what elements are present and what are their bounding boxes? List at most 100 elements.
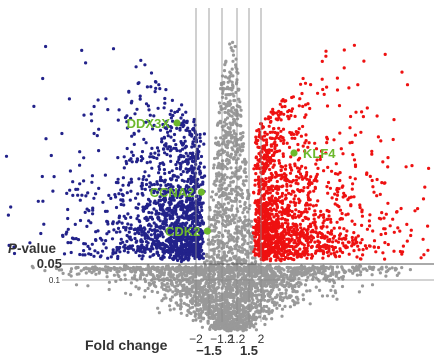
ns-point (267, 290, 271, 294)
down-point (153, 151, 157, 155)
ns-point (211, 326, 216, 330)
ns-point (212, 229, 216, 233)
ns-point (280, 283, 284, 287)
down-point (163, 151, 167, 155)
down-point (165, 248, 169, 252)
down-point (169, 135, 173, 139)
ns-point (250, 296, 254, 300)
ns-point (283, 304, 287, 308)
ns-point (225, 259, 229, 263)
ns-point (218, 119, 222, 123)
up-point (344, 234, 348, 238)
ns-point (214, 235, 218, 239)
down-point (181, 252, 185, 256)
ns-point (212, 280, 216, 284)
ns-point (95, 266, 99, 270)
ns-point (284, 291, 288, 295)
down-point (144, 178, 149, 182)
down-point (196, 185, 200, 189)
down-point (71, 193, 75, 197)
ns-point (240, 142, 244, 146)
down-point (42, 222, 46, 226)
up-point (287, 145, 292, 149)
ns-point (143, 289, 147, 293)
down-point (155, 156, 159, 160)
ns-point (232, 98, 236, 103)
ns-point (242, 324, 246, 328)
ns-point (269, 276, 274, 280)
ns-point (228, 295, 232, 299)
down-point (179, 154, 183, 158)
down-point (94, 230, 98, 234)
up-point (338, 131, 342, 135)
up-point (361, 115, 365, 119)
down-point (199, 215, 204, 219)
ns-point (243, 284, 247, 288)
ns-point (277, 267, 282, 271)
not-significant-points (30, 40, 412, 333)
down-point (117, 214, 122, 218)
ns-point (226, 151, 230, 155)
down-point (179, 172, 183, 177)
down-point (167, 213, 171, 217)
ns-point (325, 294, 329, 298)
down-point (142, 226, 146, 230)
ns-point (236, 324, 240, 328)
down-point (109, 255, 113, 259)
down-point (134, 227, 138, 231)
up-point (342, 227, 346, 231)
ns-point (284, 288, 288, 292)
ns-point (228, 126, 232, 130)
ns-point (204, 281, 209, 285)
down-point (91, 212, 95, 216)
down-point (137, 177, 141, 181)
ns-point (214, 183, 218, 187)
ns-point (158, 274, 162, 278)
up-point (372, 190, 376, 194)
ns-point (148, 271, 152, 275)
down-point (162, 251, 166, 255)
ns-point (230, 80, 234, 84)
down-point (136, 192, 140, 196)
ns-point (230, 171, 235, 175)
ns-point (214, 303, 218, 307)
ns-point (264, 309, 269, 314)
down-point (164, 88, 168, 92)
ns-point (225, 300, 229, 304)
ns-point (232, 306, 236, 310)
down-point (164, 239, 168, 243)
ns-point (226, 139, 230, 143)
ns-point (237, 316, 241, 320)
down-point (185, 120, 189, 125)
ns-point (224, 96, 228, 100)
up-point (268, 167, 272, 172)
down-point (186, 160, 190, 164)
ns-point (233, 323, 237, 327)
ns-point (230, 88, 234, 92)
down-point (202, 132, 206, 136)
ns-point (218, 231, 222, 235)
down-point (163, 171, 167, 176)
down-point (186, 258, 190, 262)
down-point (199, 161, 203, 165)
down-point (180, 103, 184, 107)
ns-point (139, 269, 143, 273)
down-point (184, 110, 188, 114)
ns-point (256, 298, 260, 302)
down-point (166, 134, 170, 138)
down-point (86, 191, 90, 195)
ns-point (212, 300, 216, 304)
ns-point (325, 266, 329, 270)
down-point (182, 155, 186, 159)
ns-point (229, 320, 233, 324)
ns-point (220, 95, 225, 99)
ns-point (370, 283, 375, 287)
down-point (189, 240, 193, 244)
ns-point (222, 69, 227, 73)
down-point (159, 230, 163, 234)
ns-point (130, 266, 134, 270)
down-point (119, 188, 123, 192)
up-point (299, 134, 303, 138)
ns-point (237, 306, 241, 311)
down-point (141, 157, 145, 161)
